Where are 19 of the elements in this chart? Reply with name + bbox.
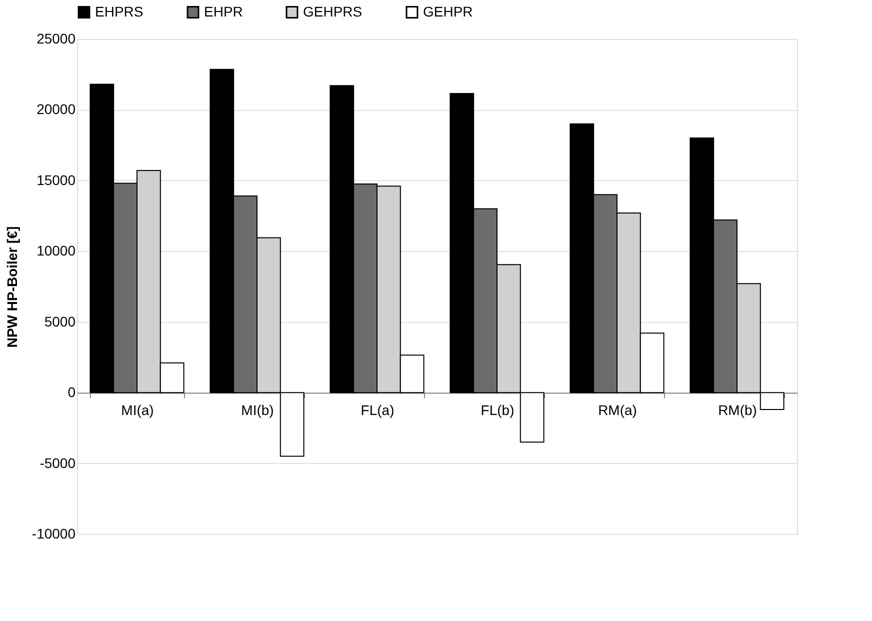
x-tick-label: MI(a) (121, 402, 154, 418)
x-tick-label: FL(a) (360, 402, 394, 418)
y-tick-label: 0 (68, 384, 76, 400)
y-tick-label: 20000 (36, 101, 76, 118)
y-tick-label: -5000 (40, 454, 76, 471)
legend-label: GEHPR (423, 3, 473, 20)
y-tick-label: -10000 (32, 526, 76, 542)
y-axis-title: NPW HP-Boiler [€] (4, 226, 20, 348)
x-tick-label: RM(a) (598, 402, 637, 418)
x-tick-label: MI(b) (241, 402, 274, 418)
legend-label: EHPRS (95, 3, 144, 20)
legend-label: GEHPRS (303, 3, 362, 20)
y-tick-label: 15000 (36, 172, 76, 188)
legend-label: EHPR (204, 3, 243, 20)
y-tick-label: 25000 (36, 30, 76, 46)
x-tick-label: RM(b) (718, 402, 757, 418)
x-tick-label: FL(b) (480, 402, 514, 418)
y-tick-label: 10000 (36, 242, 76, 259)
y-tick-label: 5000 (44, 313, 76, 330)
